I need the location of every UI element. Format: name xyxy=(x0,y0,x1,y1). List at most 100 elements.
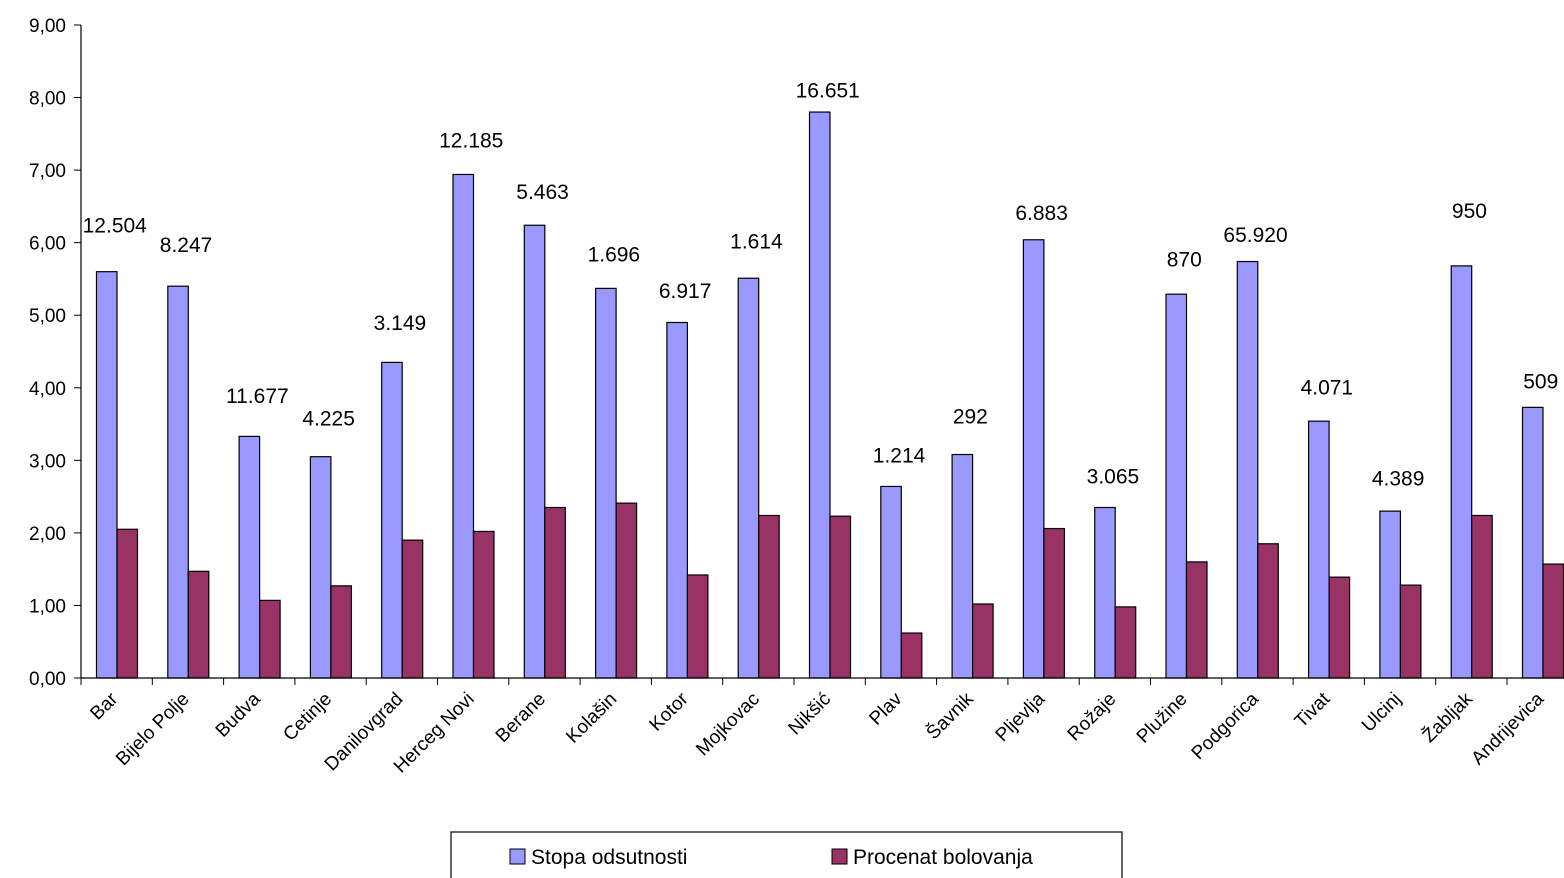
data-label: 509 xyxy=(1523,371,1558,394)
bar-procenat-bolovanja xyxy=(1471,514,1493,679)
bar-procenat-bolovanja xyxy=(1542,563,1564,679)
bars xyxy=(95,111,1564,679)
data-label: 4.071 xyxy=(1301,376,1354,399)
y-tick-label: 3,00 xyxy=(29,451,66,472)
x-tick-label: Podgorica xyxy=(1188,688,1264,764)
x-tick-label: Nikšić xyxy=(785,689,836,740)
x-tick-label: Kolašin xyxy=(562,689,621,748)
x-tick-label: Žabljak xyxy=(1418,688,1477,747)
bar-stopa-odsutnosti xyxy=(1094,506,1116,679)
bar-stopa-odsutnosti xyxy=(452,173,475,679)
x-tick-label: Ulcinj xyxy=(1358,689,1406,737)
bar-stopa-odsutnosti xyxy=(381,361,403,679)
x-tick-label: Bijelo Polje xyxy=(112,689,193,770)
legend-box xyxy=(450,831,1123,878)
data-label: 5.463 xyxy=(516,181,569,204)
bar-procenat-bolovanja xyxy=(472,530,495,679)
x-tick-label: Kotor xyxy=(646,688,693,735)
data-label: 292 xyxy=(953,405,988,428)
bar-procenat-bolovanja xyxy=(544,506,566,679)
y-tick-label: 2,00 xyxy=(29,524,66,545)
y-tick-label: 1,00 xyxy=(29,596,66,617)
data-label: 11.677 xyxy=(226,385,289,408)
data-label: 3.149 xyxy=(374,312,427,335)
bar-stopa-odsutnosti xyxy=(167,285,189,679)
bar-stopa-odsutnosti xyxy=(1022,239,1045,679)
data-label: 12.504 xyxy=(83,215,148,238)
x-tick-label: Andrijevica xyxy=(1468,688,1549,769)
bar-stopa-odsutnosti xyxy=(594,287,617,679)
x-tick-label: Berane xyxy=(492,689,550,747)
y-axis: 0,00 1,00 2,00 3,00 4,00 5,00 6,00 7,00 8,00 9,00 xyxy=(29,16,82,690)
bar-stopa-odsutnosti xyxy=(1165,293,1188,679)
y-tick-label: 6,00 xyxy=(29,234,66,255)
data-label: 4.389 xyxy=(1372,468,1425,491)
x-tick-label: Šavnik xyxy=(922,688,978,744)
bar-procenat-bolovanja xyxy=(1399,584,1422,679)
legend-label-procenat: Procenat bolovanja xyxy=(853,846,1033,869)
bar-procenat-bolovanja xyxy=(401,539,424,679)
bar-procenat-bolovanja xyxy=(1328,576,1351,679)
y-tick-label: 4,00 xyxy=(29,379,66,400)
legend-swatch-stopa xyxy=(509,848,526,865)
bar-stopa-odsutnosti xyxy=(1450,265,1473,679)
bar-stopa-odsutnosti xyxy=(1236,260,1259,679)
x-tick-label: Rožaje xyxy=(1064,689,1121,746)
bar-stopa-odsutnosti xyxy=(951,453,974,679)
bar-stopa-odsutnosti xyxy=(880,485,902,679)
x-tick-label: Mojkovac xyxy=(692,689,764,761)
bar-procenat-bolovanja xyxy=(1185,561,1208,679)
bar-procenat-bolovanja xyxy=(971,603,994,679)
x-tick-label: Pljevlja xyxy=(992,688,1050,746)
data-label: 65.920 xyxy=(1223,224,1287,247)
legend: Stopa odsutnosti Procenat bolovanja xyxy=(450,831,1123,878)
bar-procenat-bolovanja xyxy=(259,599,281,679)
bar-stopa-odsutnosti xyxy=(737,277,760,679)
x-tick-label: Bar xyxy=(86,688,122,724)
data-label: 12.185 xyxy=(439,130,503,153)
bar-stopa-odsutnosti xyxy=(1307,420,1330,679)
y-tick-label: 9,00 xyxy=(29,16,66,37)
data-label: 1.214 xyxy=(873,445,926,468)
x-tick-label: Tivat xyxy=(1291,688,1335,732)
legend-swatch-procenat xyxy=(831,848,848,865)
data-label: 4.225 xyxy=(302,408,355,431)
data-labels: 12.504 8.247 11.677 4.225 3.149 12.185 5.463 1.… xyxy=(83,80,1559,491)
y-tick-label: 5,00 xyxy=(29,306,66,327)
bar-stopa-odsutnosti xyxy=(238,435,261,679)
bar-procenat-bolovanja xyxy=(758,514,780,679)
bar-procenat-bolovanja xyxy=(900,632,923,679)
data-label: 1.614 xyxy=(730,230,783,253)
data-label: 16.651 xyxy=(796,80,860,103)
bar-procenat-bolovanja xyxy=(686,574,709,679)
bar-procenat-bolovanja xyxy=(615,502,638,679)
data-label: 870 xyxy=(1167,249,1202,272)
x-tick-label: Budva xyxy=(212,688,265,741)
data-label: 1.696 xyxy=(588,244,641,267)
data-label: 8.247 xyxy=(160,234,213,257)
legend-label-stopa: Stopa odsutnosti xyxy=(531,846,687,869)
x-tick-label: Plužine xyxy=(1133,689,1192,748)
bar-procenat-bolovanja xyxy=(187,570,210,679)
bar-stopa-odsutnosti xyxy=(1379,510,1402,679)
bar-stopa-odsutnosti xyxy=(1521,406,1544,679)
data-label: 6.883 xyxy=(1015,202,1068,225)
bar-procenat-bolovanja xyxy=(829,515,852,679)
data-label: 950 xyxy=(1452,200,1487,223)
data-label: 6.917 xyxy=(659,280,712,303)
bar-procenat-bolovanja xyxy=(330,585,352,679)
data-label: 3.065 xyxy=(1087,466,1140,489)
bar-procenat-bolovanja xyxy=(1043,527,1066,679)
bar-procenat-bolovanja xyxy=(1114,606,1137,679)
x-tick-label: Cetinje xyxy=(279,689,336,746)
bar-stopa-odsutnosti xyxy=(666,321,689,679)
bar-stopa-odsutnosti xyxy=(523,224,546,679)
bar-stopa-odsutnosti xyxy=(95,271,118,679)
y-tick-label: 0,00 xyxy=(29,669,66,690)
x-tick-label: Plav xyxy=(865,688,906,729)
y-tick-label: 7,00 xyxy=(29,161,66,182)
bar-procenat-bolovanja xyxy=(1257,543,1279,679)
bar-procenat-bolovanja xyxy=(116,528,139,679)
